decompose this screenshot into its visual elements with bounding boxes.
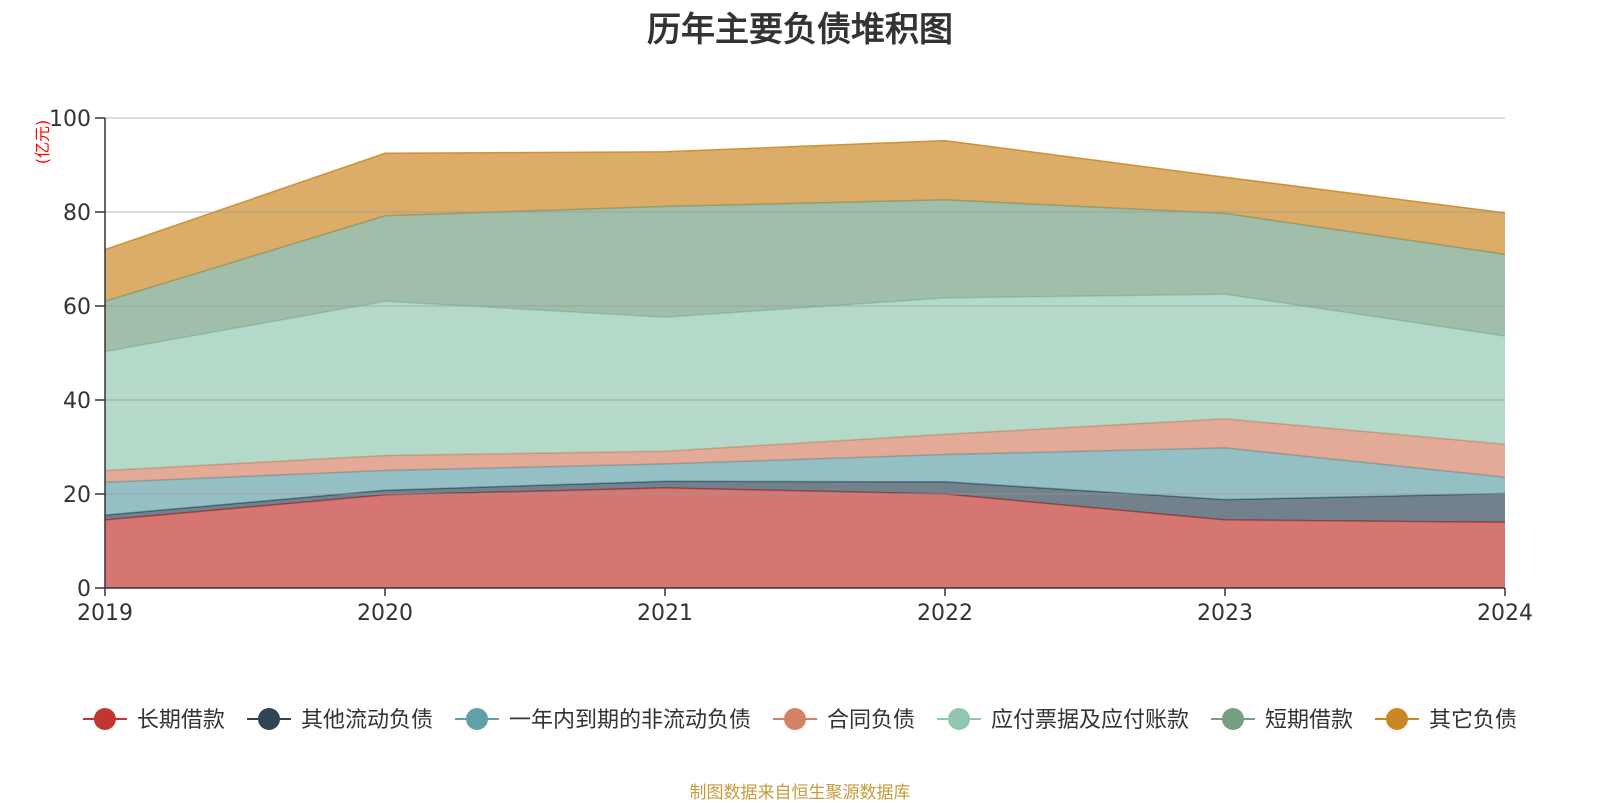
x-tick-label: 2023 <box>1197 601 1253 626</box>
x-tick-label: 2019 <box>77 601 133 626</box>
area-series-7 <box>105 140 1505 302</box>
line-series-7 <box>104 139 1506 251</box>
legend-label: 一年内到期的非流动负债 <box>509 708 751 733</box>
area-series-2 <box>105 481 1505 523</box>
y-tick-label: 80 <box>63 201 91 226</box>
y-unit-label: (亿元) <box>33 120 52 165</box>
legend-marker <box>784 708 806 730</box>
legend-label: 短期借款 <box>1265 708 1353 733</box>
grid-layer <box>105 117 1505 495</box>
area-series-4 <box>105 418 1505 483</box>
source-note: 制图数据来自恒生聚源数据库 <box>689 783 911 803</box>
line-series-6 <box>104 199 1506 303</box>
legend-label: 其它负债 <box>1429 708 1517 733</box>
y-tick-label: 100 <box>49 107 91 132</box>
y-tick-label: 0 <box>77 577 91 602</box>
legend-item: 其它负债 <box>1375 708 1517 733</box>
legend-marker <box>93 708 116 730</box>
x-tick-label: 2024 <box>1477 601 1533 626</box>
legend-label: 应付票据及应付账款 <box>991 708 1189 733</box>
legend-item: 长期借款 <box>82 708 225 733</box>
legend-item: 短期借款 <box>1211 708 1353 733</box>
legend-marker <box>948 708 970 730</box>
x-tick-label: 2021 <box>637 601 693 626</box>
axes-layer: 0 20 40 60 80 100 2019 2020 2021 2022 2023 2024 (亿元) <box>33 107 1533 626</box>
legend-label: 合同负债 <box>827 708 915 733</box>
areas-layer <box>104 139 1506 588</box>
chart-title: 历年主要负债堆积图 <box>647 10 953 50</box>
line-series-3 <box>104 447 1506 484</box>
legend-marker <box>1222 708 1244 730</box>
legend-item: 其他流动负债 <box>247 708 433 733</box>
y-tick-label: 60 <box>63 295 91 320</box>
area-series-1 <box>105 487 1505 588</box>
legend-label: 其他流动负债 <box>301 708 433 733</box>
legend-item: 应付票据及应付账款 <box>937 708 1189 733</box>
y-tick-label: 40 <box>63 389 91 414</box>
area-series-5 <box>105 294 1505 471</box>
x-tick-label: 2022 <box>917 601 973 626</box>
legend-marker <box>258 708 280 730</box>
legend-item: 一年内到期的非流动负债 <box>455 708 751 733</box>
legend-marker <box>1386 708 1408 730</box>
area-series-3 <box>105 447 1505 516</box>
area-series-6 <box>105 199 1505 352</box>
y-tick-label: 20 <box>63 483 91 508</box>
legend-layer: 长期借款 其他流动负债 一年内到期的非流动负债 合同负债 应付票据及应付账款 短期借款 其它… <box>82 708 1517 733</box>
legend-item: 合同负债 <box>773 708 915 733</box>
legend-label: 长期借款 <box>137 708 225 733</box>
legend-marker <box>466 708 488 730</box>
x-tick-label: 2020 <box>357 601 413 626</box>
